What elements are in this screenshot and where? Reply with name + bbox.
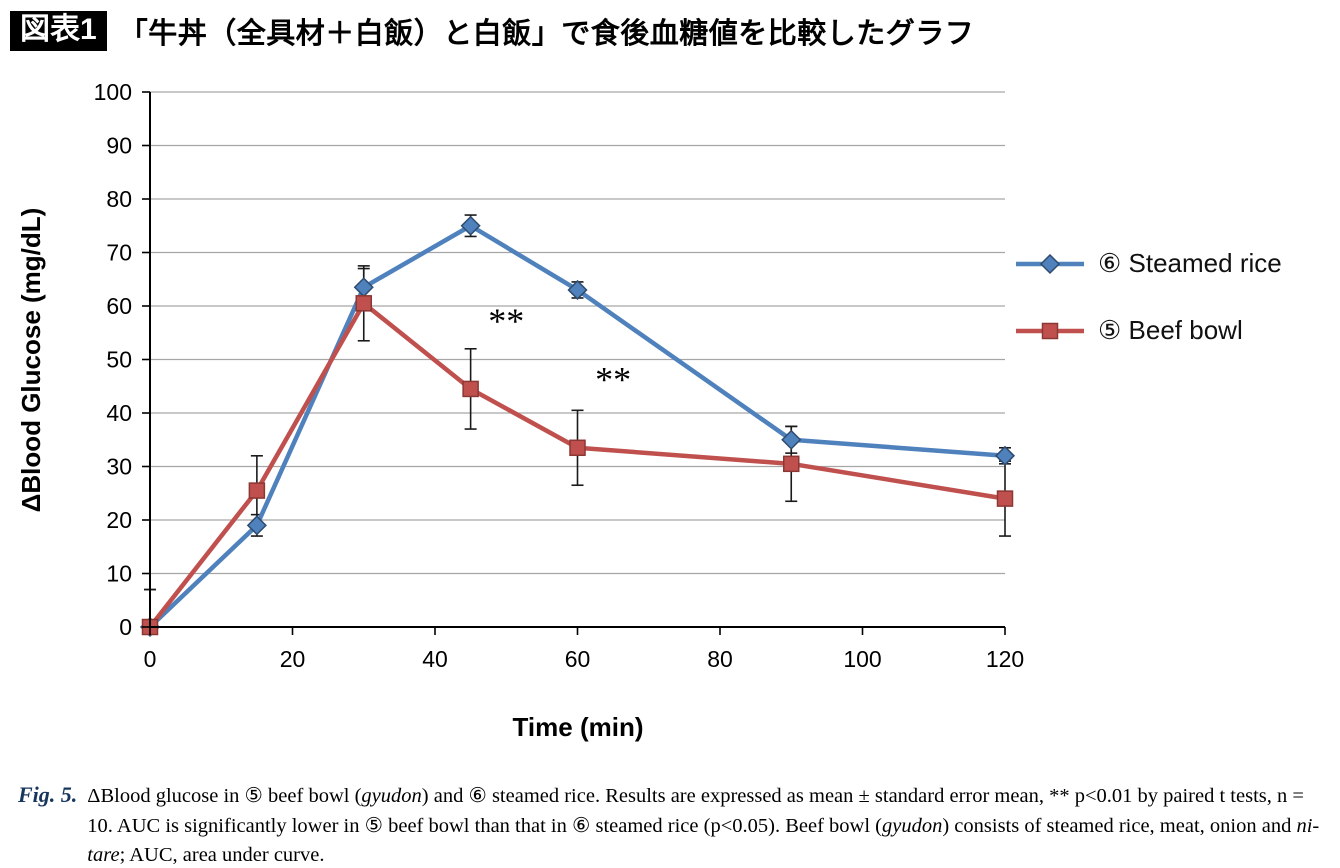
caption-italic-term: gyudon — [361, 785, 422, 807]
figure-caption-label: Fig. 5. — [18, 782, 78, 807]
data-point-diamond — [567, 279, 588, 301]
data-point-diamond — [994, 445, 1016, 466]
data-point-diamond — [246, 515, 267, 536]
x-tick-label: 100 — [843, 646, 881, 672]
legend-label-steamed-rice: ⑥ Steamed rice — [1098, 248, 1282, 278]
y-tick-label: 40 — [106, 400, 132, 426]
y-tick-label: 50 — [106, 347, 132, 373]
caption-italic-term: gyudon — [881, 814, 943, 837]
figure-tag: 図表1 — [10, 11, 107, 51]
caption-text-segment: ; AUC, area under curve. — [119, 844, 325, 867]
y-tick-label: 60 — [106, 293, 132, 319]
figure-header: 図表1 「牛丼（全具材＋白飯）と白飯」で食後血糖値を比較したグラフ — [10, 10, 974, 52]
legend-swatch-diamond-icon — [1016, 253, 1084, 274]
x-axis-title: Time (min) — [513, 712, 644, 742]
x-tick-label: 80 — [707, 646, 733, 672]
data-point-square — [248, 482, 266, 499]
data-point-square — [783, 455, 800, 473]
data-point-diamond — [781, 429, 802, 450]
y-tick-label: 80 — [106, 186, 132, 212]
x-tick-label: 60 — [565, 646, 591, 672]
y-tick-label: 70 — [106, 240, 132, 266]
line-chart-canvas: Time (min) ΔBlood Glucose (mg/dL) 0 10 20 3… — [16, 79, 1025, 742]
legend-marker — [1039, 253, 1061, 274]
caption-italic-term: ni-tare — [87, 814, 1320, 867]
chart: Time (min) ΔBlood Glucose (mg/dL) 0 10 20 3… — [0, 62, 1340, 768]
data-point-diamond — [460, 215, 481, 236]
significance-annotation: ** — [488, 301, 524, 341]
figure-caption-text: ΔBlood glucose in ⑤ beef bowl (gyudon) a… — [87, 782, 1322, 868]
data-point-square — [996, 490, 1014, 507]
x-tick-label: 0 — [144, 646, 157, 672]
caption-text-segment: ΔBlood glucose in ⑤ beef bowl ( — [87, 785, 362, 807]
x-tick-label: 40 — [422, 646, 448, 672]
data-point-square — [569, 439, 586, 457]
data-point-square — [462, 380, 479, 398]
figure-title: 「牛丼（全具材＋白飯）と白飯」で食後血糖値を比較したグラフ — [118, 18, 975, 50]
y-tick-label: 10 — [106, 561, 132, 587]
y-tick-label: 30 — [106, 454, 132, 480]
legend-item-beef-bowl: ⑤ Beef bowl — [1014, 315, 1282, 346]
y-tick-label: 0 — [119, 614, 132, 640]
data-point-square — [355, 295, 372, 312]
legend-item-steamed-rice: ⑥ Steamed rice — [1014, 248, 1282, 279]
x-tick-label: 120 — [986, 646, 1024, 672]
legend-label-beef-bowl: ⑤ Beef bowl — [1098, 315, 1243, 345]
legend-marker — [1041, 322, 1059, 339]
y-axis-title: ΔBlood Glucose (mg/dL) — [16, 208, 46, 513]
plot-area: 0 10 20 30 40 50 60 70 80 90 100 0 20 40 60 80 100 120 ** *… — [94, 79, 1025, 672]
legend-swatch-square-icon — [1016, 322, 1084, 339]
chart-legend: ⑥ Steamed rice ⑤ Beef bowl — [1014, 248, 1282, 346]
y-tick-label: 100 — [94, 79, 132, 105]
significance-annotation: ** — [595, 360, 631, 400]
caption-text-segment: ) consists of steamed rice, meat, onion … — [942, 814, 1297, 837]
y-tick-label: 90 — [106, 133, 132, 159]
data-point-diamond — [353, 277, 374, 298]
figure-caption: Fig. 5. ΔBlood glucose in ⑤ beef bowl (g… — [18, 782, 1328, 868]
x-tick-label: 20 — [280, 646, 306, 672]
caption-text-segment: ) and ⑥ steamed rice. Results are expres… — [87, 785, 1304, 837]
y-tick-label: 20 — [106, 507, 132, 533]
